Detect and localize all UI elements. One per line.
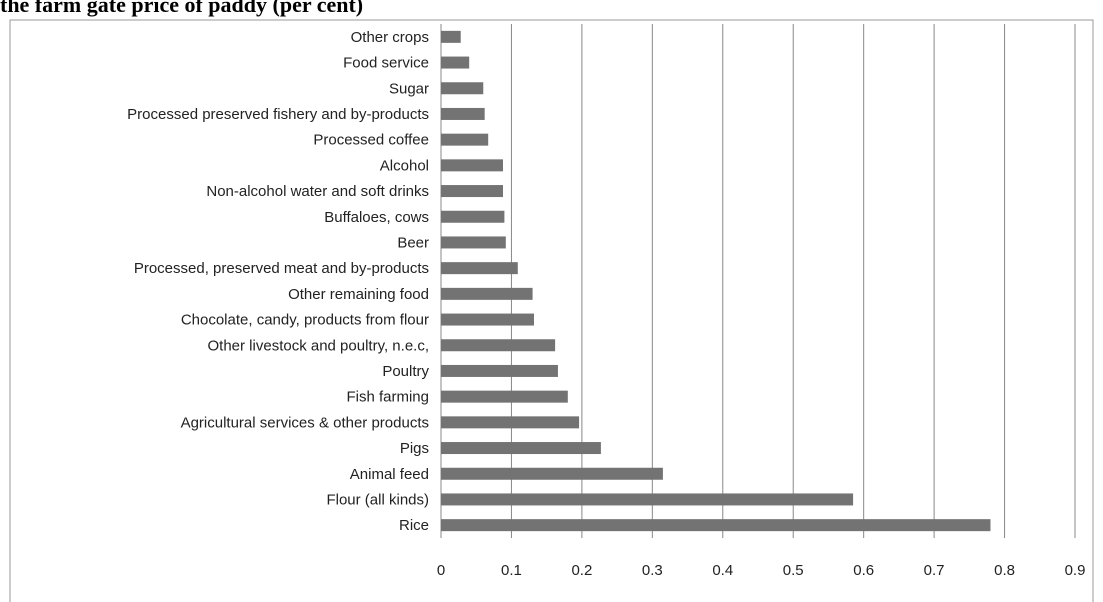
bar [441,82,484,95]
y-tick-label: Poultry [382,363,429,380]
y-tick-label: Other remaining food [288,286,429,303]
bar [441,107,485,120]
x-tick-label: 0.2 [571,562,592,579]
x-tick-label: 0.9 [1065,562,1086,579]
bar [441,519,991,532]
bar [441,493,854,506]
bar [441,364,558,377]
y-tick-label: Processed preserved fishery and by-produ… [127,106,429,123]
bar [441,133,489,146]
y-tick-label: Agricultural services & other products [181,414,429,431]
x-tick-label: 0.6 [853,562,874,579]
bar [441,210,505,223]
y-tick-label: Sugar [389,80,429,97]
x-tick-label: 0.4 [712,562,733,579]
y-tick-label: Flour (all kinds) [326,491,429,508]
bar [441,416,580,429]
bar [441,185,503,198]
y-tick-label: Other livestock and poultry, n.e.c, [208,337,430,354]
y-tick-label: Food service [343,55,429,72]
bar [441,339,556,352]
bar [441,390,568,403]
chart-title: the farm gate price of paddy (per cent) [0,0,363,17]
bar [441,442,601,455]
y-tick-label: Processed, preserved meat and by-product… [134,260,429,277]
x-tick-label: 0.8 [994,562,1015,579]
chart-frame [9,19,1094,602]
y-tick-label: Non-alcohol water and soft drinks [206,183,429,200]
x-tick-label: 0 [437,562,445,579]
x-tick-label: 0.7 [924,562,945,579]
bar [441,287,533,300]
y-tick-label: Fish farming [346,389,429,406]
y-tick-label: Rice [399,517,429,534]
x-tick-label: 0.3 [642,562,663,579]
bar [441,56,470,69]
y-tick-label: Processed coffee [313,132,429,149]
y-tick-label: Chocolate, candy, products from flour [181,312,429,329]
y-tick-label: Animal feed [350,466,429,483]
x-tick-label: 0.5 [783,562,804,579]
y-tick-label: Beer [397,234,429,251]
y-tick-label: Buffaloes, cows [324,209,429,226]
bar [441,467,663,480]
y-tick-label: Other crops [351,29,429,46]
bar [441,262,518,275]
bar [441,30,461,43]
bar [441,159,503,172]
y-tick-label: Alcohol [380,157,429,174]
y-tick-label: Pigs [400,440,429,457]
bar [441,236,506,249]
x-tick-label: 0.1 [501,562,522,579]
bar [441,313,534,326]
